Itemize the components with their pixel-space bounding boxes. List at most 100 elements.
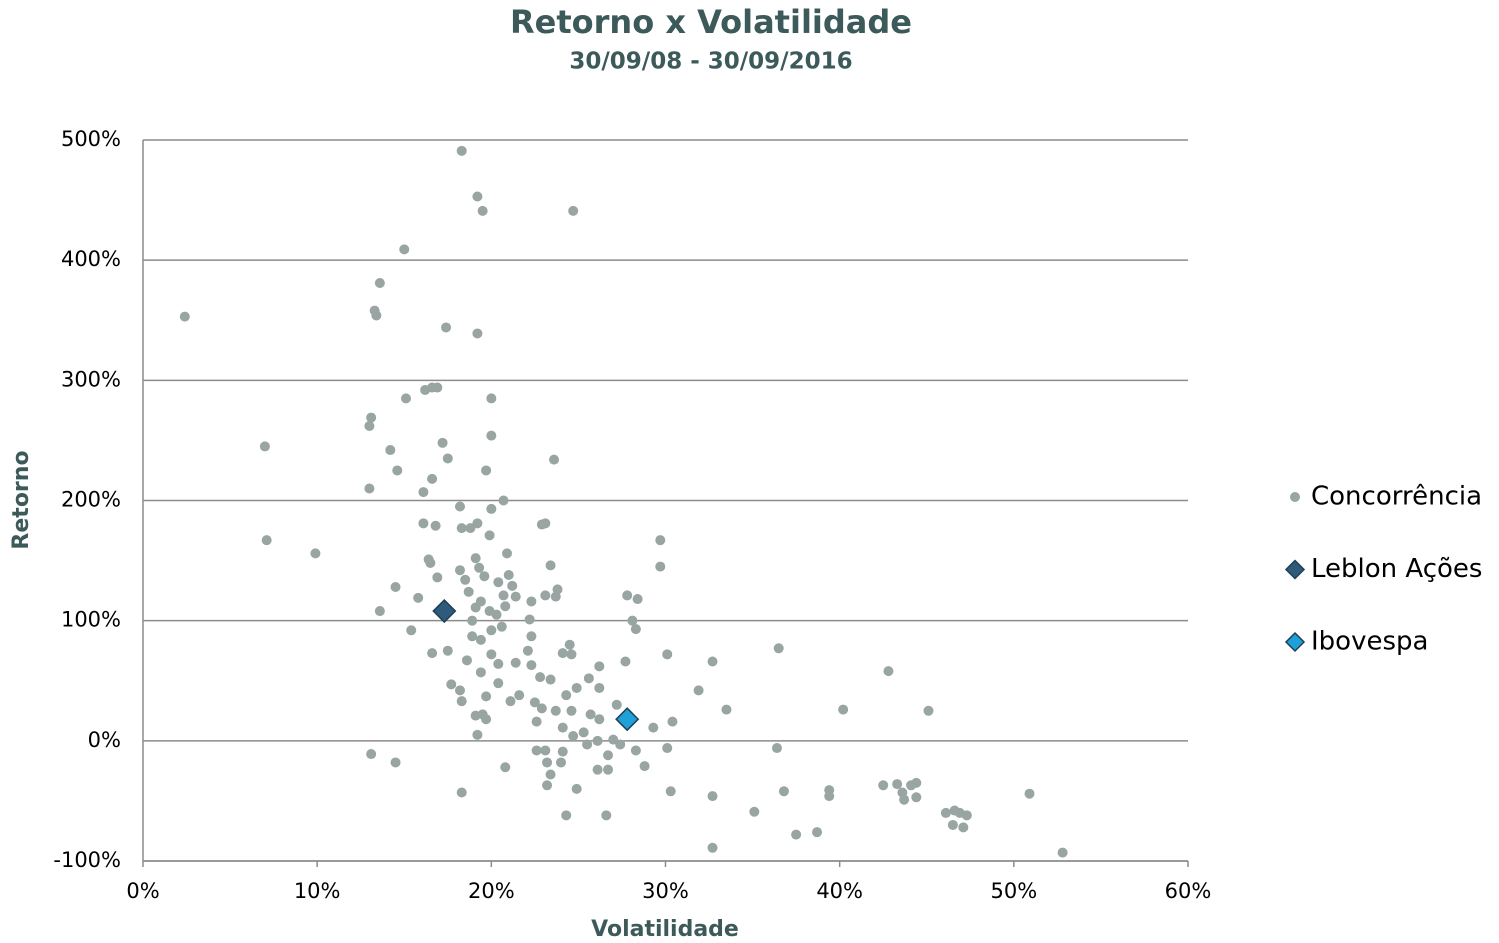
point <box>425 557 436 568</box>
point <box>493 678 504 689</box>
point <box>461 655 472 666</box>
point <box>524 614 535 625</box>
point <box>477 205 488 216</box>
point <box>594 661 605 672</box>
y-tick-label: 500% <box>61 127 121 151</box>
point <box>364 483 375 494</box>
point <box>472 729 483 740</box>
point <box>371 310 382 321</box>
point <box>531 716 542 727</box>
point <box>465 523 476 534</box>
point <box>413 592 424 603</box>
point <box>693 685 704 696</box>
point <box>545 769 556 780</box>
point <box>561 690 572 701</box>
point <box>531 745 542 756</box>
point <box>446 679 457 690</box>
point <box>486 625 497 636</box>
point <box>481 714 492 725</box>
point <box>665 786 676 797</box>
point <box>406 625 417 636</box>
point <box>467 631 478 642</box>
point <box>454 501 465 512</box>
point <box>632 594 643 605</box>
point <box>571 682 582 693</box>
point <box>550 591 561 602</box>
point <box>500 762 511 773</box>
point <box>771 743 782 754</box>
point <box>630 745 641 756</box>
point <box>392 465 403 476</box>
y-axis-label: Retorno <box>9 450 34 549</box>
point <box>441 322 452 333</box>
point <box>707 791 718 802</box>
point <box>608 734 619 745</box>
point <box>601 810 612 821</box>
point <box>585 709 596 720</box>
point <box>571 783 582 794</box>
point <box>456 523 467 534</box>
point <box>911 777 922 788</box>
chart-subtitle: 30/09/08 - 30/09/2016 <box>569 49 852 75</box>
point <box>179 311 190 322</box>
x-tick-label: 50% <box>990 879 1037 903</box>
point <box>545 560 556 571</box>
point <box>491 609 502 620</box>
point <box>472 518 483 529</box>
y-tick-label: 0% <box>88 728 121 752</box>
point <box>1024 788 1035 799</box>
y-tick-label: 100% <box>61 608 121 632</box>
point <box>583 673 594 684</box>
point <box>911 792 922 803</box>
point <box>707 842 718 853</box>
point <box>545 674 556 685</box>
point <box>662 649 673 660</box>
point <box>550 705 561 716</box>
point <box>500 601 511 612</box>
point <box>502 548 513 559</box>
point <box>385 445 396 456</box>
point <box>493 658 504 669</box>
point <box>536 703 547 714</box>
point <box>568 205 579 216</box>
point <box>592 764 603 775</box>
point <box>592 735 603 746</box>
point <box>773 643 784 654</box>
point <box>493 577 504 588</box>
point <box>824 791 835 802</box>
point <box>655 535 666 546</box>
point <box>561 810 572 821</box>
point <box>667 716 678 727</box>
legend-label: Leblon Ações <box>1311 554 1482 584</box>
point <box>594 714 605 725</box>
point <box>486 393 497 404</box>
point <box>498 590 509 601</box>
point <box>540 590 551 601</box>
point <box>878 780 889 791</box>
point <box>366 749 377 760</box>
point <box>486 649 497 660</box>
point <box>791 829 802 840</box>
point <box>400 393 411 404</box>
point <box>578 727 589 738</box>
y-tick-label: 200% <box>61 488 121 512</box>
point <box>620 656 631 667</box>
point <box>838 704 849 715</box>
point <box>535 672 546 683</box>
point <box>261 535 272 546</box>
point <box>749 806 760 817</box>
point <box>611 699 622 710</box>
point <box>542 757 553 768</box>
point <box>958 822 969 833</box>
point <box>639 761 650 772</box>
point <box>456 787 467 798</box>
point <box>510 591 521 602</box>
point <box>364 420 375 431</box>
point <box>456 145 467 156</box>
point <box>472 191 483 202</box>
point <box>430 520 441 531</box>
point <box>481 465 492 476</box>
point <box>940 807 951 818</box>
point <box>566 649 577 660</box>
